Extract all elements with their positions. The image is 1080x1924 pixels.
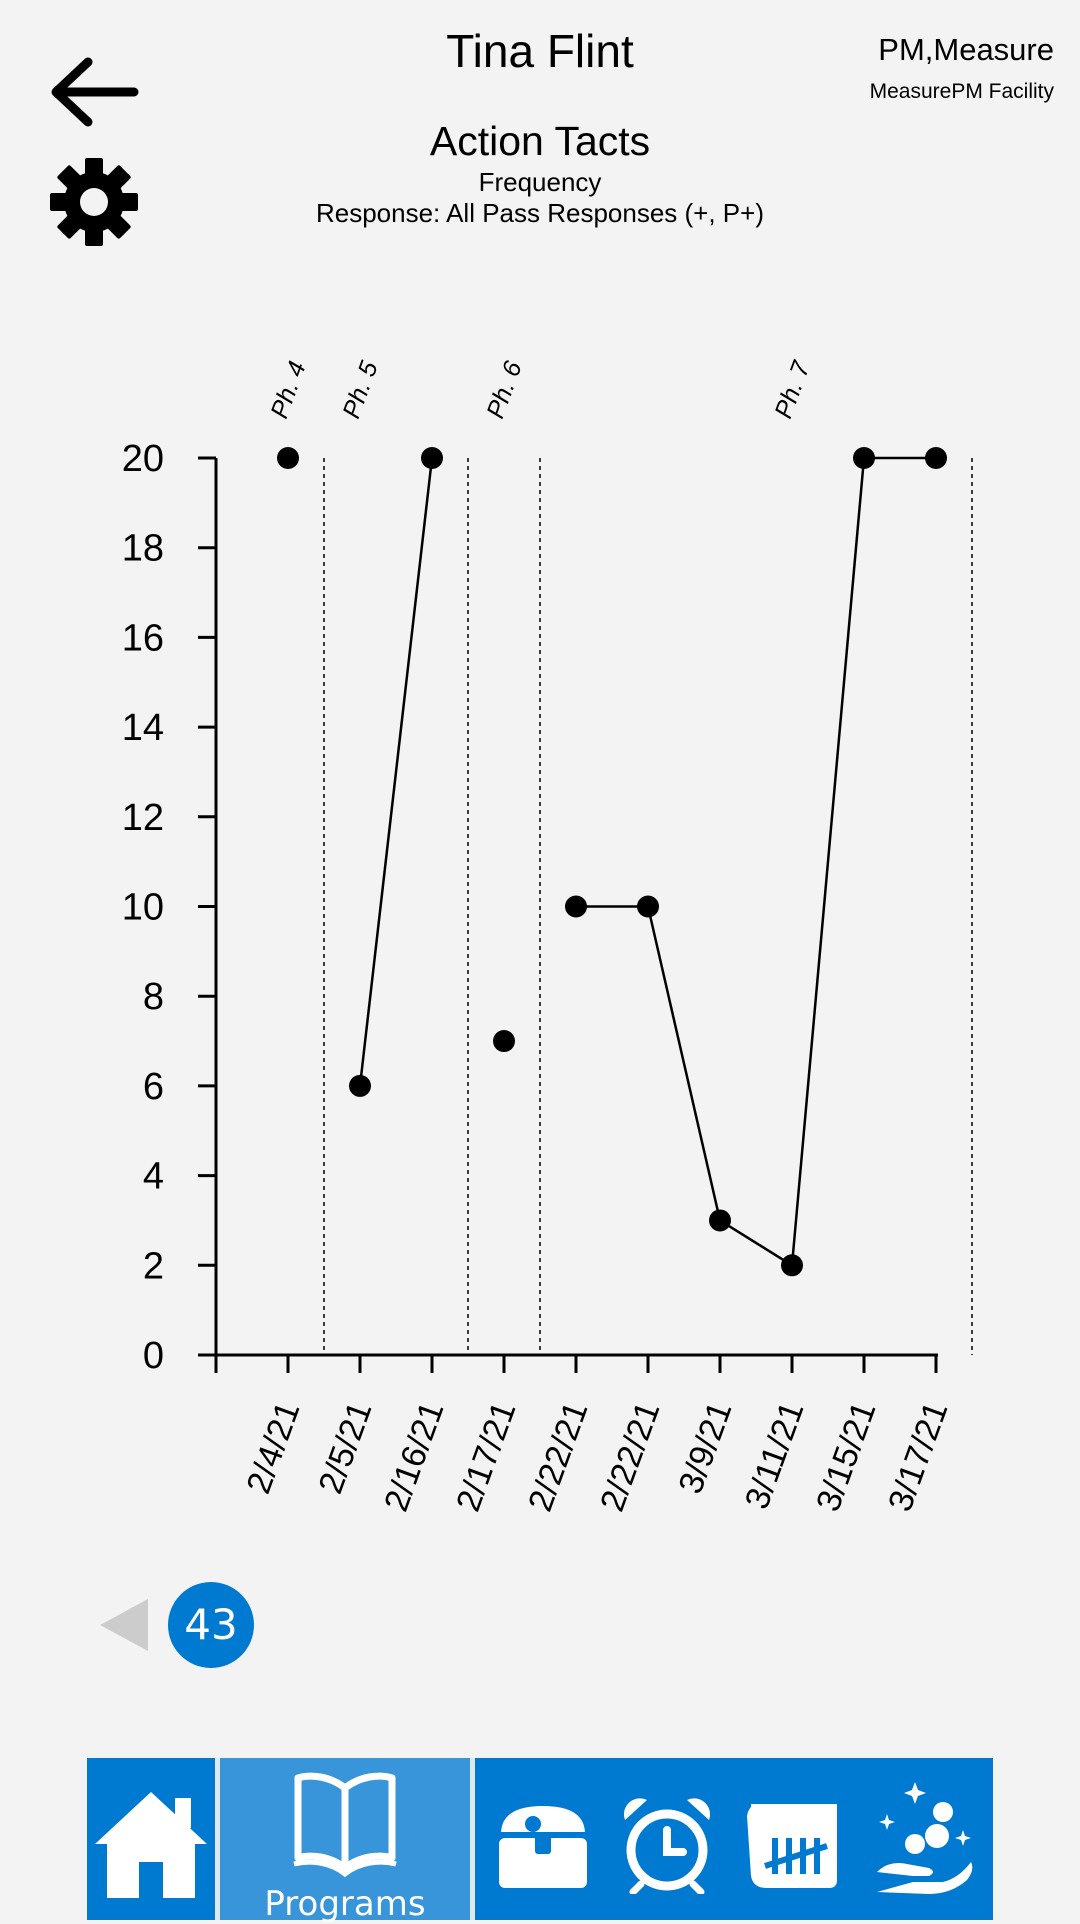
nav-timer[interactable] — [603, 1758, 731, 1920]
nav-rewards[interactable] — [859, 1758, 993, 1920]
organization-name: PM,Measure — [878, 32, 1054, 67]
y-tick-label: 4 — [143, 1156, 164, 1198]
x-tick-label: 2/22/21 — [521, 1397, 596, 1517]
settings-button[interactable] — [46, 154, 142, 250]
x-tick-label: 2/5/21 — [311, 1397, 379, 1499]
data-point — [493, 1030, 515, 1053]
student-name: Tina Flint — [446, 25, 634, 77]
frequency-chart: Ph. 4 Ph. 5 Ph. 6 Ph. 7 0 2 4 6 8 10 12 14 16 18 20 2… — [122, 357, 973, 1517]
data-point — [277, 447, 299, 469]
gear-icon — [50, 158, 138, 246]
x-tick-label: 2/4/21 — [239, 1397, 307, 1499]
phase-label: Ph. 5 — [337, 358, 383, 423]
data-points — [277, 447, 947, 1277]
hand-coins-icon — [877, 1782, 973, 1894]
nav-home[interactable] — [87, 1758, 215, 1920]
y-tick-label: 16 — [122, 617, 164, 659]
data-point — [925, 447, 947, 469]
phase-label: Ph. 6 — [481, 358, 527, 423]
x-tick-label: 3/15/21 — [809, 1397, 884, 1517]
back-arrow-icon — [51, 57, 139, 127]
phase-label: Ph. 7 — [769, 357, 816, 422]
x-tick-label: 3/11/21 — [738, 1397, 812, 1514]
page-number-badge[interactable]: 43 — [168, 1582, 254, 1668]
y-tick-label: 8 — [143, 976, 164, 1018]
y-axis-ticks: 0 2 4 6 8 10 12 14 16 18 20 — [122, 438, 216, 1377]
tally-calendar-icon — [747, 1804, 837, 1888]
treasure-chest-icon — [495, 1806, 591, 1888]
measure-type: Frequency — [478, 167, 602, 197]
phase-divider-lines — [323, 458, 973, 1355]
x-tick-label: 2/22/21 — [593, 1397, 668, 1517]
y-tick-label: 2 — [143, 1245, 164, 1287]
data-point — [349, 1074, 371, 1097]
alarm-clock-icon — [623, 1798, 711, 1894]
y-tick-label: 10 — [122, 887, 164, 929]
y-tick-label: 6 — [143, 1066, 164, 1108]
x-tick-label: 3/17/21 — [881, 1397, 956, 1517]
x-tick-label: 3/9/21 — [671, 1397, 739, 1499]
previous-page-button[interactable] — [96, 1595, 152, 1655]
y-tick-label: 18 — [122, 528, 164, 570]
back-button[interactable] — [46, 52, 142, 132]
nav-programs-label: Programs — [264, 1884, 426, 1924]
open-book-icon — [293, 1772, 397, 1878]
facility-name: MeasurePM Facility — [869, 80, 1054, 103]
program-title: Action Tacts — [429, 118, 651, 164]
series-segment — [646, 906, 722, 1221]
triangle-left-icon — [100, 1599, 148, 1651]
series-segment — [358, 457, 434, 1087]
x-axis-ticks: 2/4/21 2/5/212/16/212/17/212/22/212/22/21… — [214, 1355, 956, 1517]
data-point — [709, 1209, 731, 1232]
nav-programs[interactable]: Programs — [220, 1758, 470, 1924]
y-tick-label: 0 — [143, 1335, 164, 1377]
x-tick-label: 2/16/21 — [377, 1397, 452, 1517]
bottom-nav-bar: Programs — [87, 1758, 993, 1924]
home-icon — [95, 1792, 207, 1898]
series-segment — [719, 1219, 793, 1267]
phase-label: Ph. 4 — [265, 358, 311, 422]
phase-labels: Ph. 4 Ph. 5 Ph. 6 Ph. 7 — [265, 357, 816, 422]
data-point — [781, 1254, 803, 1277]
data-point — [421, 447, 443, 469]
x-tick-label: 2/17/21 — [449, 1397, 524, 1517]
data-point — [637, 895, 659, 918]
series-lines — [358, 456, 936, 1267]
nav-separator — [470, 1758, 475, 1920]
response-filter: Response: All Pass Responses (+, P+) — [315, 198, 764, 228]
y-tick-label: 12 — [122, 797, 164, 839]
data-point — [853, 447, 875, 469]
series-segment — [790, 457, 866, 1266]
nav-treasure[interactable] — [475, 1758, 603, 1920]
data-point — [565, 895, 587, 918]
y-tick-label: 20 — [122, 438, 164, 480]
y-tick-label: 14 — [122, 707, 164, 749]
nav-tally[interactable] — [731, 1758, 859, 1920]
nav-separator — [215, 1758, 220, 1920]
